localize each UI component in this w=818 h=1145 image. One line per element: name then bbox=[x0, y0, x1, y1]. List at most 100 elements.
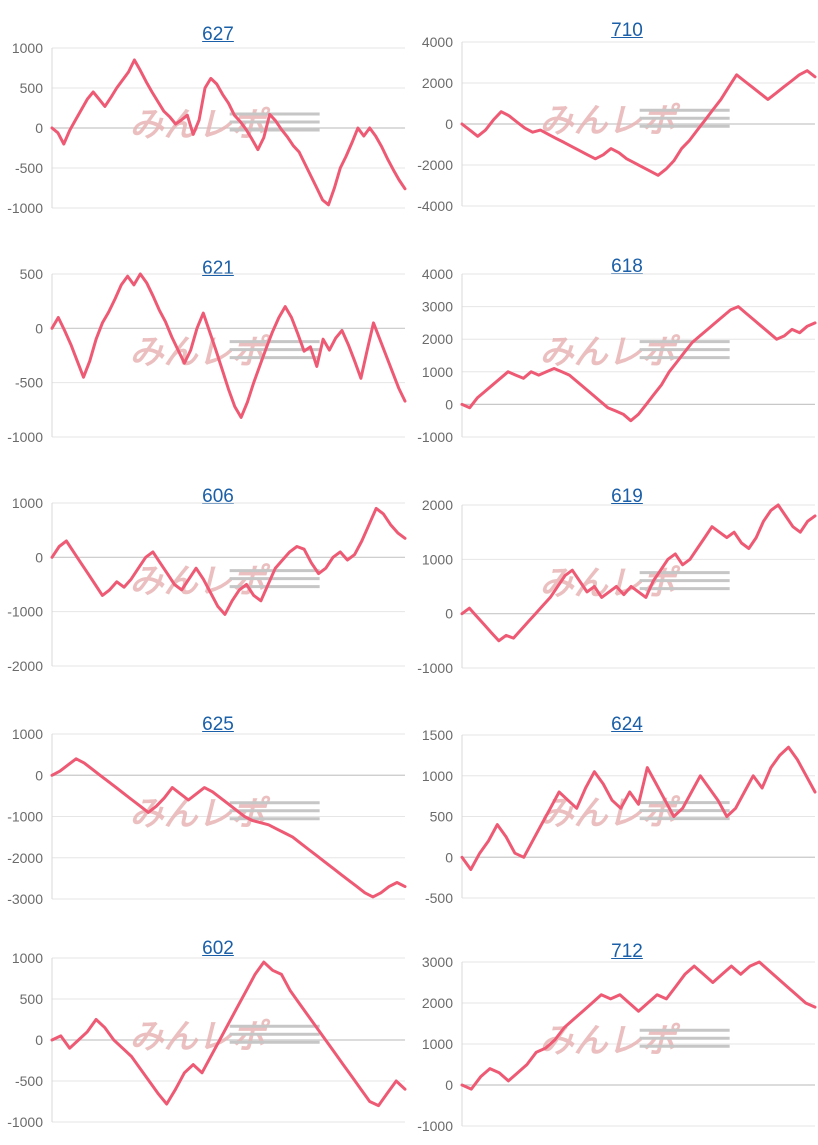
y-tick-label: 3000 bbox=[422, 954, 453, 970]
y-tick-label: -1000 bbox=[7, 604, 43, 620]
y-tick-label: -500 bbox=[15, 160, 43, 176]
series-line bbox=[460, 960, 817, 1091]
watermark-text: みんレポ bbox=[130, 794, 271, 834]
chart-title-link[interactable]: 606 bbox=[202, 486, 234, 507]
watermark-logo: みんレポ bbox=[540, 564, 730, 604]
chart-618: 618 4000 3000 2000 1000 0 -1000 みんレポ bbox=[410, 240, 818, 460]
chart-title-link[interactable]: 602 bbox=[202, 938, 234, 959]
watermark-text: みんレポ bbox=[540, 564, 681, 604]
watermark-logo: みんレポ bbox=[540, 333, 730, 373]
watermark-logo: みんレポ bbox=[130, 333, 320, 373]
watermark-logo: みんレポ bbox=[130, 794, 320, 834]
series-line bbox=[460, 69, 817, 177]
y-tick-label: 2000 bbox=[422, 497, 453, 513]
y-tick-label: 0 bbox=[35, 549, 43, 565]
chart-plot: 3000 2000 1000 0 -1000 みんレポ bbox=[417, 954, 817, 1134]
y-tick-label: 0 bbox=[35, 1032, 43, 1048]
y-tick-label: 0 bbox=[35, 767, 43, 783]
y-tick-label: 0 bbox=[35, 120, 43, 136]
y-tick-label: -2000 bbox=[417, 157, 453, 173]
chart-624: 624 1500 1000 500 0 -500 みんレポ bbox=[410, 698, 818, 913]
watermark-logo: みんレポ bbox=[540, 101, 730, 141]
series-line bbox=[50, 58, 407, 207]
watermark-logo: みんレポ bbox=[130, 1017, 320, 1057]
chart-602: 602 1000 500 0 -500 -1000 みんレポ bbox=[0, 922, 410, 1145]
y-tick-label: -1000 bbox=[417, 660, 453, 676]
chart-plot: 1000 0 -1000 -2000 みんレポ bbox=[7, 495, 407, 674]
chart-plot: 4000 3000 2000 1000 0 -1000 みんレポ bbox=[417, 266, 817, 445]
chart-title-link[interactable]: 625 bbox=[202, 714, 234, 735]
chart-625: 625 1000 0 -1000 -2000 -3000 みんレポ bbox=[0, 698, 410, 913]
y-tick-label: 1000 bbox=[12, 40, 43, 56]
chart-plot: 1000 0 -1000 -2000 -3000 みんレポ bbox=[7, 726, 407, 907]
watermark-text: みんレポ bbox=[540, 1021, 681, 1061]
chart-title-link[interactable]: 627 bbox=[202, 24, 234, 45]
y-tick-label: -2000 bbox=[7, 658, 43, 674]
series-line bbox=[50, 960, 407, 1108]
y-tick-label: 1000 bbox=[12, 950, 43, 966]
y-tick-label: 1000 bbox=[422, 551, 453, 567]
y-tick-label: -1000 bbox=[7, 809, 43, 825]
y-tick-label: 4000 bbox=[422, 266, 453, 282]
watermark-text: みんレポ bbox=[540, 101, 681, 141]
watermark-text: みんレポ bbox=[540, 794, 681, 834]
chart-title-link[interactable]: 624 bbox=[611, 714, 643, 735]
chart-710: 710 4000 2000 0 -2000 -4000 みんレポ bbox=[410, 6, 818, 221]
chart-plot: 4000 2000 0 -2000 -4000 みんレポ bbox=[417, 34, 817, 214]
y-tick-label: 1000 bbox=[422, 768, 453, 784]
y-tick-label: -2000 bbox=[7, 850, 43, 866]
chart-title-link[interactable]: 710 bbox=[611, 20, 643, 41]
chart-plot: 1000 500 0 -500 -1000 みんレポ bbox=[7, 950, 407, 1130]
y-tick-label: 1000 bbox=[12, 726, 43, 742]
y-tick-label: 500 bbox=[20, 266, 44, 282]
chart-627: 627 1000 500 0 -500 -1000 みんレポ bbox=[0, 8, 410, 223]
y-tick-label: 4000 bbox=[422, 34, 453, 50]
y-tick-label: 1000 bbox=[12, 495, 43, 511]
y-tick-label: -1000 bbox=[7, 1114, 43, 1130]
watermark-text: みんレポ bbox=[130, 1017, 271, 1057]
y-tick-label: 500 bbox=[430, 809, 454, 825]
y-tick-label: -500 bbox=[15, 1073, 43, 1089]
watermark-logo: みんレポ bbox=[130, 562, 320, 602]
y-tick-label: -1000 bbox=[7, 429, 43, 445]
y-tick-label: -4000 bbox=[417, 198, 453, 214]
chart-606: 606 1000 0 -1000 -2000 みんレポ bbox=[0, 468, 410, 688]
y-tick-label: 1500 bbox=[422, 727, 453, 743]
y-tick-label: -500 bbox=[425, 890, 453, 906]
y-tick-label: 3000 bbox=[422, 299, 453, 315]
chart-plot: 500 0 -500 -1000 みんレポ bbox=[7, 266, 407, 445]
chart-plot: 1000 500 0 -500 -1000 みんレポ bbox=[7, 40, 407, 216]
y-tick-label: -1000 bbox=[7, 200, 43, 216]
chart-621: 621 500 0 -500 -1000 みんレポ bbox=[0, 240, 410, 460]
watermark-logo: みんレポ bbox=[540, 1021, 730, 1061]
chart-plot: 1500 1000 500 0 -500 みんレポ bbox=[422, 727, 817, 906]
watermark-text: みんレポ bbox=[130, 562, 271, 602]
y-tick-label: 2000 bbox=[422, 331, 453, 347]
y-tick-label: 1000 bbox=[422, 1036, 453, 1052]
series-line bbox=[460, 305, 817, 423]
y-tick-label: 500 bbox=[20, 991, 44, 1007]
y-tick-label: -3000 bbox=[7, 891, 43, 907]
chart-619: 619 2000 1000 0 -1000 みんレポ bbox=[410, 468, 818, 688]
chart-title-link[interactable]: 618 bbox=[611, 256, 643, 277]
y-tick-label: 2000 bbox=[422, 995, 453, 1011]
chart-title-link[interactable]: 712 bbox=[611, 941, 643, 962]
chart-712: 712 3000 2000 1000 0 -1000 みんレポ bbox=[410, 926, 818, 1145]
y-tick-label: 0 bbox=[445, 606, 453, 622]
y-tick-label: 2000 bbox=[422, 75, 453, 91]
watermark-logo: みんレポ bbox=[130, 105, 320, 145]
series-line bbox=[460, 503, 817, 643]
y-tick-label: -1000 bbox=[417, 1118, 453, 1134]
y-tick-label: 0 bbox=[445, 849, 453, 865]
watermark-text: みんレポ bbox=[540, 333, 681, 373]
y-tick-label: 1000 bbox=[422, 364, 453, 380]
chart-title-link[interactable]: 619 bbox=[611, 486, 643, 507]
series-line bbox=[50, 506, 407, 616]
y-tick-label: 0 bbox=[445, 396, 453, 412]
y-tick-label: 0 bbox=[445, 116, 453, 132]
y-tick-label: -500 bbox=[15, 375, 43, 391]
y-tick-label: 0 bbox=[35, 320, 43, 336]
series-line bbox=[50, 757, 407, 899]
watermark-logo: みんレポ bbox=[540, 794, 730, 834]
watermark-text: みんレポ bbox=[130, 333, 271, 373]
